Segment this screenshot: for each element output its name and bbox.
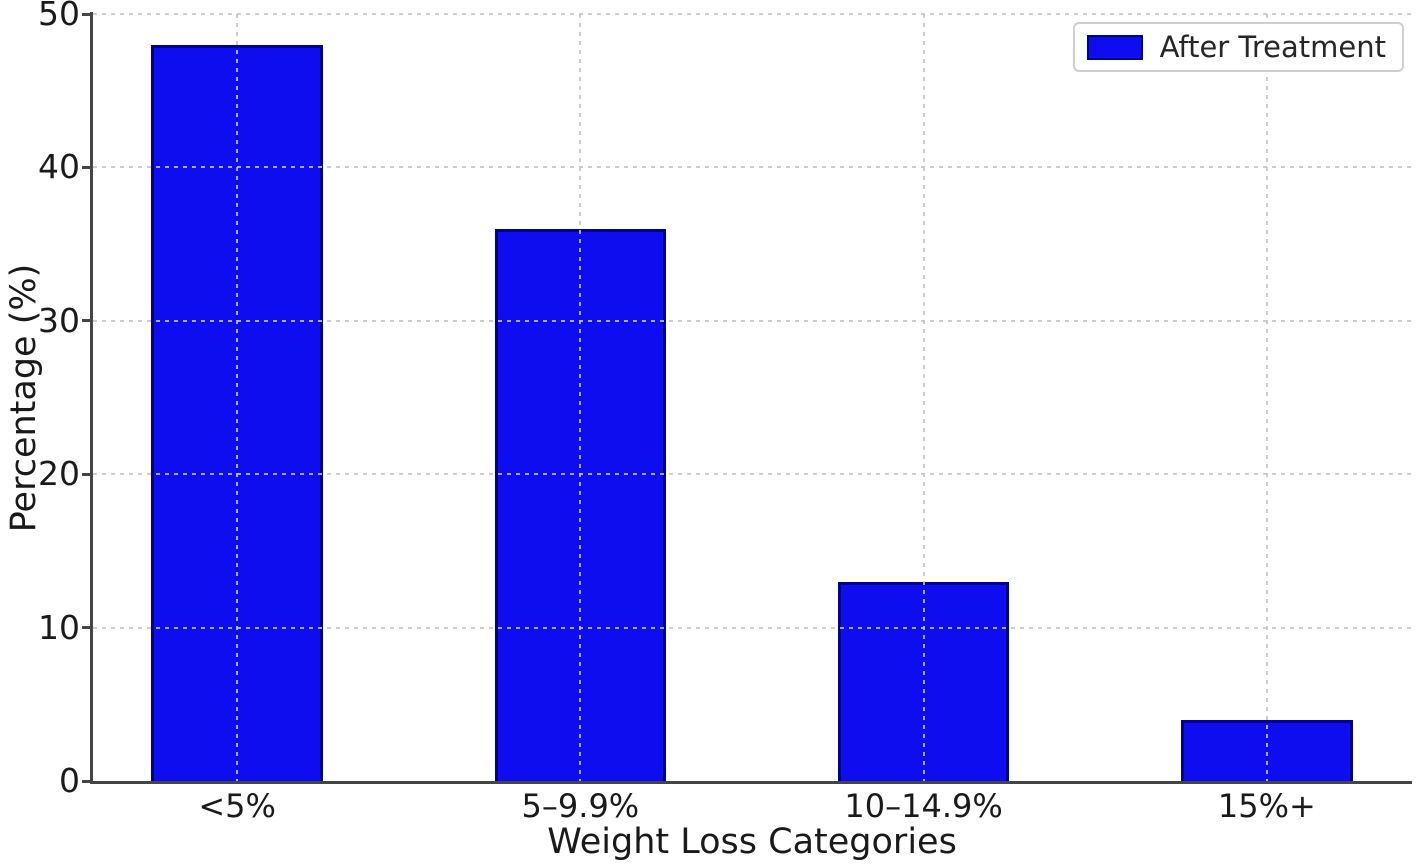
bar--5- [151, 44, 323, 781]
x-tick-label: 10–14.9% [844, 787, 1003, 825]
y-tick-label: 0 [59, 761, 80, 800]
y-tick-mark [82, 12, 92, 16]
x-tick-label: <5% [198, 787, 276, 825]
gridline-vertical [1265, 14, 1268, 781]
y-tick-mark [82, 165, 92, 169]
y-tick-mark [82, 626, 92, 630]
y-tick-mark [82, 779, 92, 783]
legend: After Treatment [1072, 22, 1404, 72]
bar-10-14-9- [837, 581, 1010, 781]
x-axis-title: Weight Loss Categories [547, 822, 957, 862]
bar-5-9-9- [494, 228, 667, 781]
y-tick-label: 50 [38, 0, 80, 33]
bar-15- [1181, 719, 1353, 781]
x-tick-label: 5–9.9% [521, 787, 640, 825]
y-tick-label: 40 [38, 147, 80, 187]
y-tick-mark [82, 319, 92, 323]
x-tick-label: 15%+ [1217, 787, 1316, 825]
x-axis-spine [90, 781, 1412, 784]
y-tick-label: 10 [38, 607, 80, 647]
y-tick-mark [82, 472, 92, 476]
legend-label-after-treatment: After Treatment [1159, 30, 1386, 64]
y-tick-label: 20 [38, 454, 80, 494]
y-axis-spine [90, 12, 93, 784]
gridline-horizontal [93, 13, 1411, 15]
y-tick-label: 30 [38, 300, 80, 340]
legend-swatch-after-treatment [1086, 34, 1143, 60]
